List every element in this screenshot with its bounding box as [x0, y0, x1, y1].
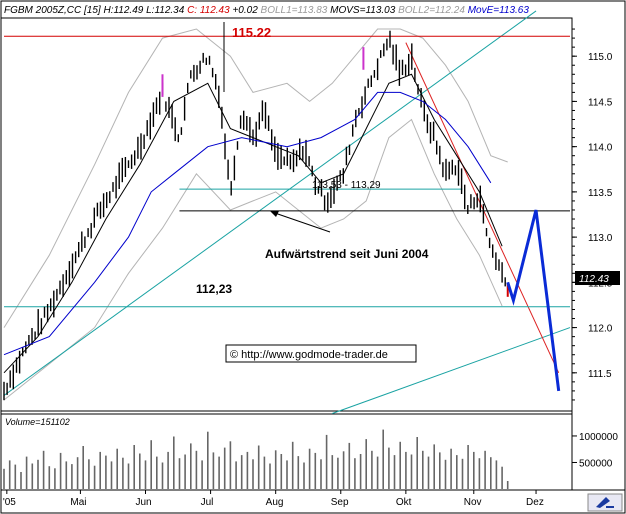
trendline: [405, 42, 560, 374]
x-tick-label: Jun: [136, 497, 152, 508]
volume-label: Volume=151102: [5, 417, 70, 427]
trend-arrow-line: [271, 211, 331, 233]
y-tick-label: 113.0: [588, 233, 613, 244]
current-price-value: 112.43: [579, 274, 609, 285]
y-tick-label: 115.0: [588, 52, 613, 63]
header-part: C: 112.43: [187, 5, 230, 16]
projection-path: [506, 209, 561, 392]
horizontal-levels: [4, 35, 570, 308]
volume-tick-label: 500000: [579, 458, 613, 469]
range-label: 113,53 - 113,29: [312, 180, 381, 191]
trendline: [3, 10, 537, 396]
ma-slow-line: [3, 91, 492, 356]
projection-line: [506, 209, 561, 392]
y-tick-label: 114.5: [588, 97, 613, 108]
volume-tick-label: 1000000: [579, 432, 618, 443]
volume-bars: [3, 429, 509, 489]
bollinger-bands: [3, 28, 508, 401]
header-info: FGBM 2005Z,CC [15] H:112.49 L:112.34 C: …: [4, 5, 529, 16]
x-axis-ticks: '05 Mai Jun Jul Aug Sep Okt Nov Dez: [3, 490, 544, 508]
bollinger-lower-line: [3, 118, 503, 401]
moving-averages: [3, 73, 503, 374]
header-part: MOVS=113.03: [330, 5, 398, 16]
header-part: MovE=113.63: [468, 5, 530, 16]
x-tick-label: Sep: [331, 497, 349, 508]
x-tick-label: Dez: [526, 497, 544, 508]
copyright-box: [225, 344, 417, 363]
high-label: 115.22: [232, 25, 271, 40]
y-tick-label: 114.0: [588, 143, 613, 154]
trendline: [332, 327, 571, 414]
x-tick-label: Aug: [266, 497, 284, 508]
y-tick-label: 111.5: [588, 369, 612, 380]
x-tick-label: '05: [3, 497, 16, 508]
x-tick-label: Mai: [70, 497, 86, 508]
ma-fast-line: [3, 73, 503, 374]
header-part: FGBM 2005Z,CC [15] H:112.49 L:112.34: [4, 5, 187, 16]
trend-arrow-head: [270, 211, 279, 217]
header-part: +0.02: [230, 5, 261, 16]
pen-logo-icon[interactable]: [587, 493, 623, 512]
support-label: 112,23: [196, 282, 232, 296]
header-part: BOLL1=113.83: [261, 5, 331, 16]
y-tick-label: 113.5: [588, 188, 613, 199]
x-tick-label: Jul: [201, 497, 214, 508]
header-part: BOLL2=112.24: [398, 5, 468, 16]
x-tick-label: Nov: [464, 497, 482, 508]
bollinger-upper-line: [3, 28, 508, 328]
y-tick-label: 112.0: [588, 324, 613, 335]
trend-label: Aufwärtstrend seit Juni 2004: [265, 247, 429, 261]
trendlines: [3, 10, 571, 414]
current-price-tag: [575, 271, 620, 285]
x-tick-label: Okt: [396, 497, 412, 508]
copyright-text: © http://www.godmode-trader.de: [230, 349, 388, 361]
price-bars: [3, 30, 509, 401]
volume-axis-ticks: 1000000 500000: [572, 432, 618, 469]
